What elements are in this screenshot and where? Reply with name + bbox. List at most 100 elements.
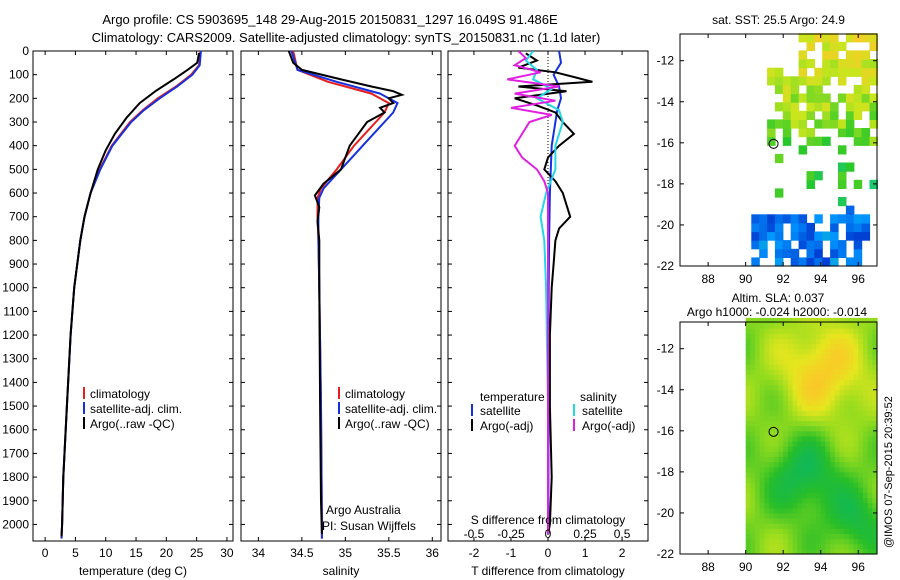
- sst-cell: [806, 128, 815, 138]
- sla-cell: [834, 482, 841, 488]
- sla-cell: [872, 492, 878, 499]
- sla-map-subtitle: Argo h1000: -0.024 h2000: -0.014: [687, 305, 867, 319]
- sst-cell: [830, 231, 839, 241]
- sst-cell: [845, 50, 855, 60]
- sla-cell: [764, 523, 770, 529]
- sst-cell: [814, 33, 823, 43]
- s-axis-title: S difference from climatology: [471, 513, 626, 527]
- sla-cell: [834, 359, 841, 365]
- sla-cell: [745, 415, 751, 422]
- sla-cell: [820, 502, 826, 509]
- sla-cell: [750, 410, 756, 416]
- sst-cell: [790, 93, 800, 103]
- sla-cell: [759, 410, 765, 416]
- sla-cell: [811, 394, 817, 401]
- sla-cell: [867, 405, 873, 411]
- sla-cell: [858, 405, 864, 411]
- sla-cell: [787, 389, 794, 396]
- sla-cell: [830, 328, 836, 334]
- sst-cell: [845, 67, 855, 77]
- sla-cell: [764, 328, 770, 334]
- sst-cell: [798, 93, 808, 103]
- sla-cell: [792, 359, 798, 365]
- sla-cell: [825, 482, 831, 488]
- sla-cell: [858, 353, 864, 360]
- sla-cell: [769, 441, 775, 447]
- sla-cell: [750, 405, 756, 411]
- sla-cell: [830, 420, 836, 427]
- sla-cell: [811, 384, 817, 391]
- sla-cell: [872, 456, 878, 463]
- sla-cell: [745, 384, 751, 391]
- sla-cell: [830, 410, 836, 416]
- sla-cell: [797, 359, 803, 365]
- sla-cell: [787, 317, 794, 324]
- sst-cell: [790, 110, 800, 120]
- sla-cell: [764, 538, 770, 545]
- sla-cell: [844, 400, 850, 406]
- sla-cell: [862, 492, 869, 499]
- sla-cell: [834, 502, 841, 509]
- sla-cell: [830, 389, 836, 396]
- sla-cell: [787, 374, 794, 381]
- x-tick-label: 36: [426, 546, 440, 560]
- sla-cell: [844, 364, 850, 370]
- sla-cell: [848, 533, 855, 540]
- sla-cell: [802, 512, 808, 519]
- y-tick-label: -14: [657, 95, 675, 109]
- sst-cell: [759, 222, 768, 233]
- sla-cell: [802, 359, 808, 365]
- sla-cell: [844, 482, 850, 488]
- sla-cell: [811, 441, 817, 447]
- sla-cell: [783, 425, 789, 432]
- sst-cell: [767, 136, 776, 146]
- sla-cell: [867, 420, 873, 427]
- sla-cell: [769, 384, 775, 391]
- sla-cell: [825, 507, 831, 514]
- sla-cell: [839, 502, 845, 509]
- sst-cell: [774, 257, 784, 267]
- sla-cell: [764, 441, 770, 447]
- sla-cell: [778, 492, 784, 499]
- sla-cell: [825, 405, 831, 411]
- sla-cell: [844, 533, 850, 540]
- y-tick-label: 2000: [2, 517, 29, 531]
- sla-cell: [839, 394, 845, 401]
- sla-cell: [750, 389, 756, 396]
- sla-cell: [797, 456, 803, 463]
- sla-cell: [764, 471, 770, 478]
- header-line1: Argo profile: CS 5903695_148 29-Aug-2015…: [102, 12, 558, 27]
- sla-cell: [773, 492, 780, 499]
- sla-cell: [830, 548, 836, 555]
- sla-cell: [872, 420, 878, 427]
- sla-cell: [848, 477, 855, 483]
- sla-cell: [844, 394, 850, 401]
- sla-cell: [862, 430, 869, 437]
- sla-cell: [778, 374, 784, 381]
- sla-cell: [806, 435, 812, 442]
- sla-cell: [867, 389, 873, 396]
- sla-cell: [792, 477, 798, 483]
- sla-cell: [802, 543, 808, 550]
- sla-cell: [792, 528, 798, 534]
- sla-cell: [783, 323, 789, 329]
- imos-timestamp: @IMOS 07-Sep-2015 20:39:52: [883, 396, 895, 548]
- sla-cell: [844, 507, 850, 514]
- sst-cell: [830, 240, 839, 250]
- sst-cell: [798, 59, 808, 69]
- sla-cell: [867, 394, 873, 401]
- sla-cell: [755, 338, 761, 345]
- sla-cell: [787, 410, 794, 416]
- sla-cell: [783, 502, 789, 509]
- sla-cell: [802, 487, 808, 493]
- sla-cell: [816, 538, 822, 545]
- sla-cell: [853, 384, 859, 391]
- sla-cell: [867, 528, 873, 534]
- sla-cell: [848, 348, 855, 355]
- sst-cell: [830, 102, 839, 112]
- sla-cell: [830, 446, 836, 452]
- sla-cell: [811, 400, 817, 406]
- sla-cell: [825, 394, 831, 401]
- sst-cell: [790, 222, 800, 233]
- sla-cell: [853, 338, 859, 345]
